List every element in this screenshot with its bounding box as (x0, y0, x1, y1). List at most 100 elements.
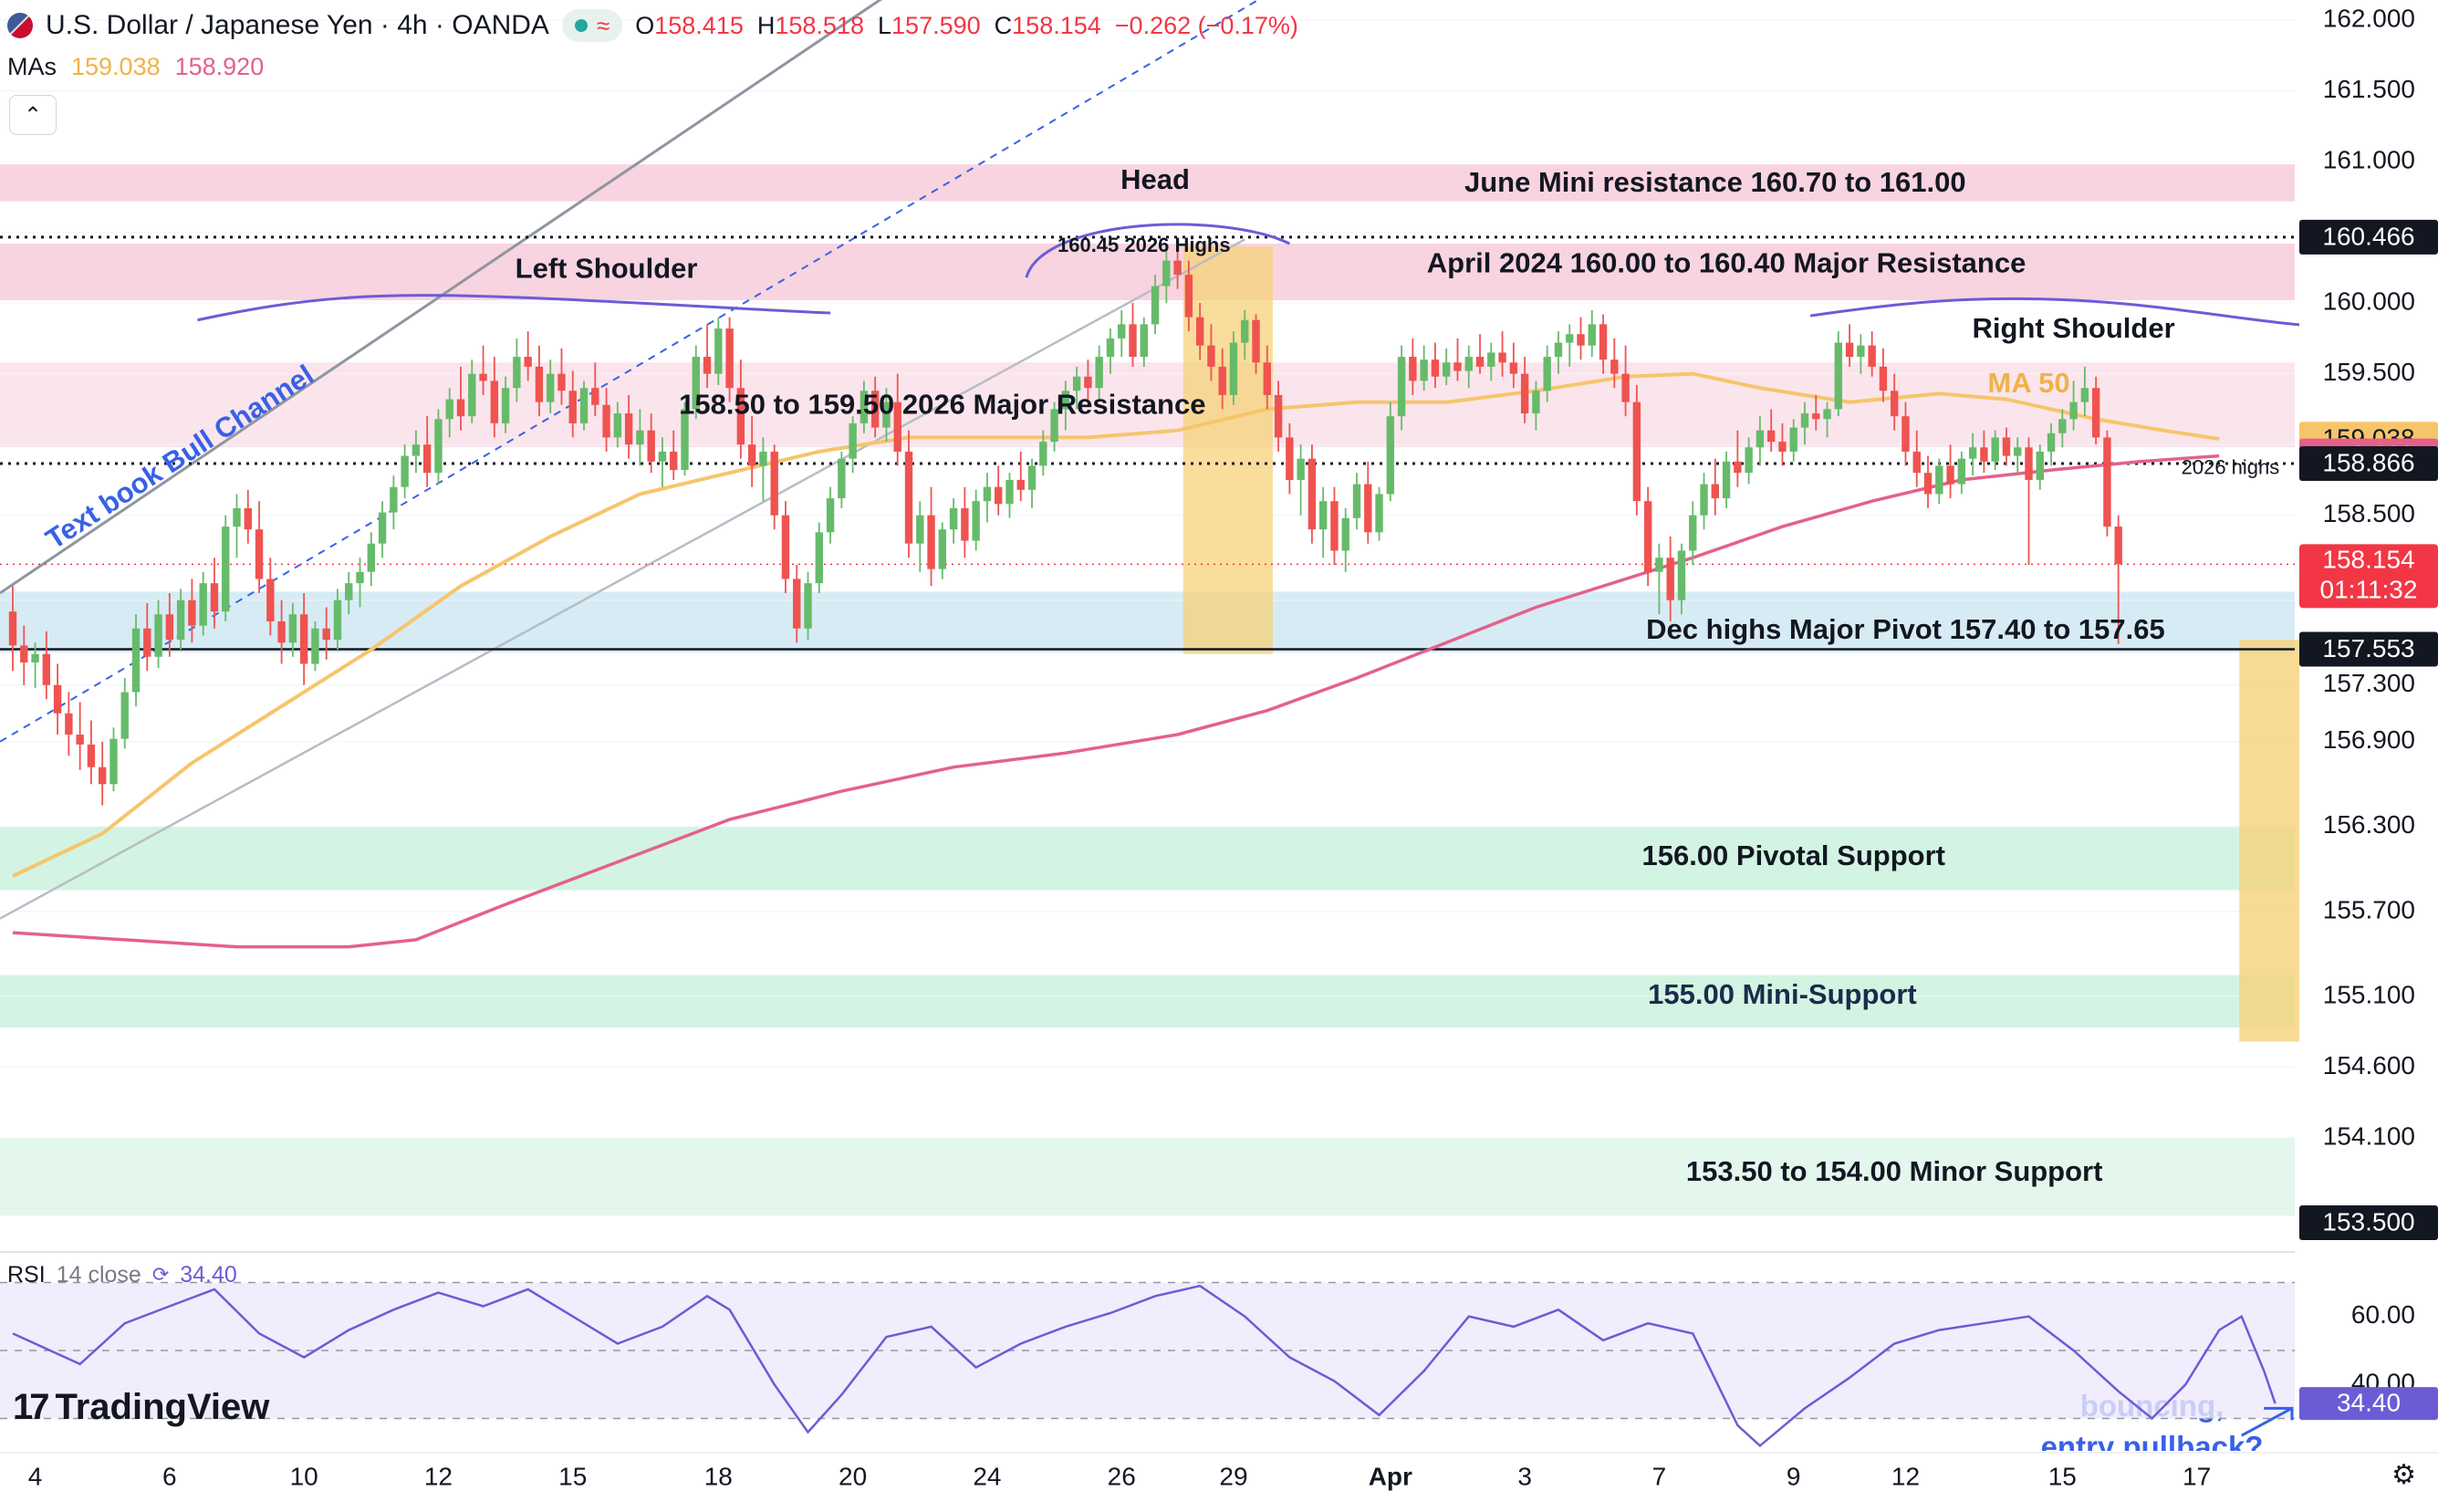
candle-body (1823, 409, 1831, 420)
annotation-label: June Mini resistance 160.70 to 161.00 (1464, 166, 1966, 198)
wave-icon: ≈ (596, 11, 610, 39)
candle-body (345, 583, 353, 600)
candle-body (199, 583, 207, 626)
candle (1252, 314, 1260, 374)
candle-body (1050, 409, 1058, 443)
candle (703, 324, 712, 389)
candle-body (826, 498, 835, 533)
ma200-line (12, 454, 2220, 949)
candle-body (725, 328, 734, 389)
candle-body (1263, 362, 1271, 395)
candle (1095, 345, 1103, 400)
candle-body (1409, 357, 1417, 381)
candle-body (1879, 366, 1888, 391)
candle (1711, 458, 1719, 516)
change-value: −0.262 (−0.17%) (1114, 11, 1298, 39)
candle-body (838, 458, 846, 499)
price-tick-label: 157.300 (2323, 669, 2415, 697)
candle (949, 498, 958, 544)
candle (1756, 416, 1765, 466)
candle-body (513, 357, 521, 389)
candle-body (1509, 362, 1518, 374)
candle (434, 409, 443, 485)
price-tick-label: 155.100 (2323, 980, 2415, 1008)
candle-body (1577, 334, 1585, 346)
price-tick-label: 154.100 (2323, 1121, 2415, 1150)
price-tag-label: 158.866 (2322, 448, 2414, 476)
annotation-label: April 2024 160.00 to 160.40 Major Resist… (1427, 246, 2026, 278)
tradingview-logo[interactable]: 17 TradingView (13, 1387, 269, 1428)
candle (927, 486, 935, 587)
candle-body (1386, 416, 1395, 495)
candle (1666, 536, 1674, 621)
rsi-legend[interactable]: RSI 14 close ⟳ 34.40 (7, 1259, 237, 1290)
candle (1218, 348, 1226, 410)
candle (1621, 345, 1630, 417)
us-jp-flag-icon (7, 13, 33, 38)
candle (1845, 324, 1854, 367)
candle-body (1039, 442, 1047, 466)
candle (1297, 444, 1305, 516)
close-label: C (994, 11, 1013, 39)
candle-body (849, 422, 857, 459)
candle-body (1129, 324, 1137, 358)
symbol-title[interactable]: U.S. Dollar / Japanese Yen · 4h · OANDA (46, 10, 549, 40)
zone-april-2024-resistance (0, 243, 2295, 301)
candle-body (367, 543, 375, 572)
ma-legend-row[interactable]: MAs 159.038 158.920 (7, 51, 264, 82)
settings-gear-icon[interactable]: ⚙ (2391, 1460, 2416, 1490)
time-tick-label: 9 (1787, 1462, 1801, 1490)
candle (759, 437, 767, 502)
candle-body (131, 628, 141, 693)
candle (624, 394, 633, 459)
candle-body (8, 611, 17, 646)
rsi-pane (0, 1281, 2295, 1448)
candle-body (1375, 494, 1383, 533)
candle (266, 558, 275, 636)
candle (2103, 430, 2111, 537)
price-tag-label: 153.500 (2322, 1207, 2414, 1236)
candle-body (1891, 391, 1899, 417)
candle-body (1151, 286, 1160, 325)
annotation-label: 160.45 2026 Highs (1058, 234, 1231, 256)
candle-body (479, 373, 487, 381)
tradingview-mark-icon: 17 (13, 1387, 49, 1427)
candle-body (288, 614, 297, 643)
candle (1431, 342, 1440, 389)
collapse-legend-button[interactable]: ⌃ (9, 95, 57, 135)
candle (602, 388, 610, 452)
candle (916, 501, 924, 572)
candle (1308, 444, 1317, 544)
candle-body (557, 373, 566, 391)
candle-body (412, 444, 421, 456)
candle-body (1027, 465, 1037, 490)
candle (983, 473, 992, 523)
candle (1812, 394, 1820, 431)
open-label: O (635, 11, 655, 39)
rsi-value-tag (2299, 1387, 2438, 1421)
candle (1364, 461, 1372, 544)
candle-body (636, 430, 644, 445)
candle-body (188, 600, 196, 626)
candle (1207, 324, 1215, 381)
candle-body (1308, 458, 1317, 530)
candle-body (1095, 357, 1103, 389)
candle-body (401, 455, 409, 487)
candle (2080, 366, 2089, 417)
candle (1543, 345, 1551, 402)
candle (1868, 331, 1876, 377)
candle (445, 388, 453, 438)
candle (1689, 501, 1697, 565)
candle (1745, 437, 1753, 485)
candle (1464, 345, 1473, 389)
candle-body (1229, 342, 1238, 395)
market-status-pill[interactable]: ≈ (561, 9, 623, 42)
annotation-label: 156.00 Pivotal Support (1641, 839, 1945, 871)
candle (1734, 430, 1742, 487)
candle (277, 600, 286, 664)
candle (367, 532, 375, 587)
candle-body (2058, 419, 2067, 433)
candle-body (995, 486, 1003, 505)
